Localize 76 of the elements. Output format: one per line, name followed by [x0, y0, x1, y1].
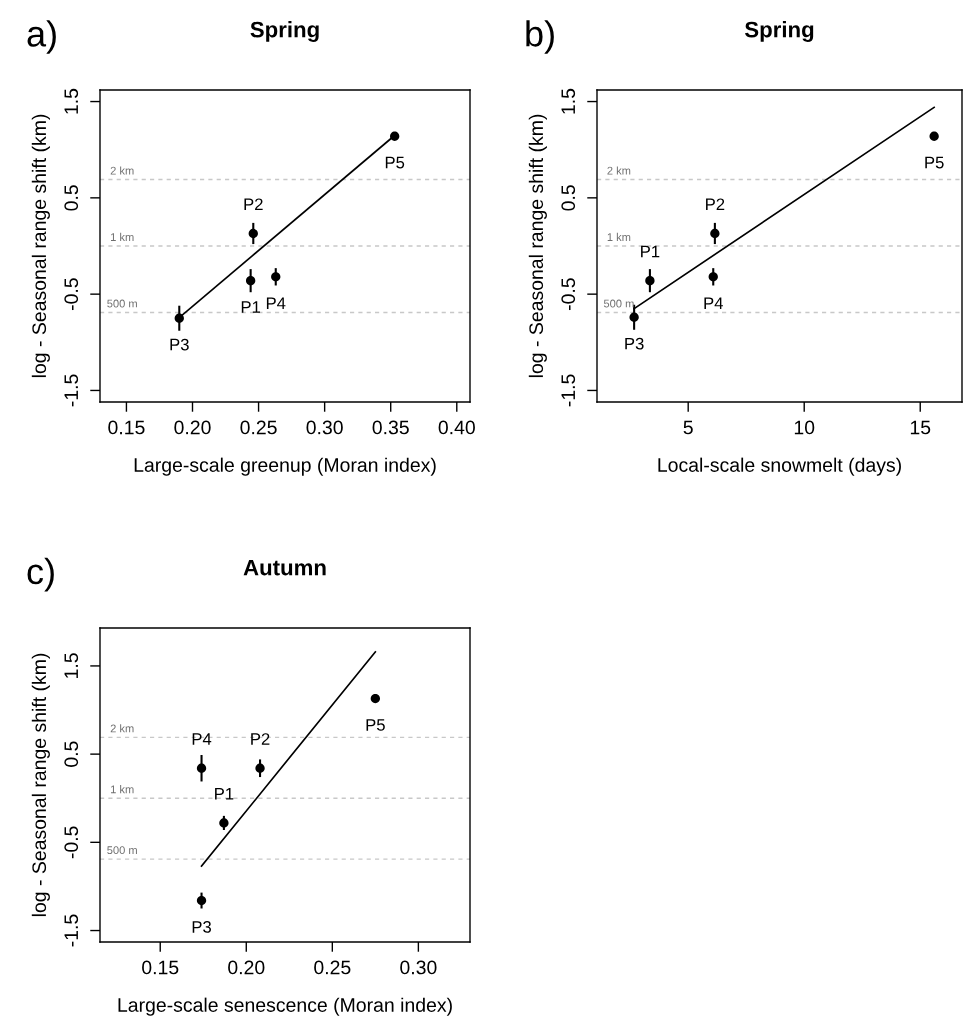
annotation: P1	[241, 301, 261, 313]
y-tick-label: -0.5	[64, 826, 79, 859]
point	[255, 763, 265, 773]
annotation: P5	[366, 719, 385, 731]
x-axis-title: Large-scale senescence (Moran index)	[118, 997, 452, 1016]
y-axis-title: log - Seasonal range shift (km)	[528, 114, 547, 378]
annotation: P1	[641, 245, 660, 258]
x-tick-label: 0.15	[108, 420, 145, 435]
point	[390, 131, 400, 141]
point	[929, 131, 939, 141]
annotation: P2	[244, 198, 263, 211]
point	[710, 228, 720, 239]
annotation: P3	[170, 338, 189, 351]
annotation: P5	[385, 156, 405, 169]
y-tick-label: -0.5	[561, 278, 576, 311]
annotation: P1	[215, 787, 234, 800]
annotation: P4	[704, 297, 723, 309]
ref-line-label: 500 m	[107, 846, 137, 855]
y-axis-title: log - Seasonal range shift (km)	[31, 114, 50, 378]
y-tick-label: 1.5	[64, 653, 79, 678]
x-axis-title: Local-scale snowmelt (days)	[658, 457, 901, 476]
x-tick-label: 0.20	[174, 420, 211, 435]
y-axis-title: log - Seasonal range shift (km)	[31, 653, 50, 917]
x-tick-label: 10	[794, 420, 815, 435]
x-tick-label: 0.15	[142, 960, 179, 975]
x-axis-title: Large-scale greenup (Moran index)	[134, 457, 436, 476]
text: a)	[27, 20, 56, 54]
ref-line-label: 500 m	[107, 299, 137, 308]
ref-line-label: 2 km	[110, 166, 134, 175]
x-tick-label: 0.30	[400, 960, 437, 975]
ref-line-label: 1 km	[607, 232, 631, 241]
ref-line-label: 500 m	[603, 299, 634, 308]
annotation: P5	[925, 156, 944, 169]
chart-title: Autumn	[243, 559, 326, 576]
y-tick-label: -1.5	[64, 374, 79, 407]
annotation: P2	[706, 198, 725, 211]
ref-line-label: 1 km	[111, 232, 134, 241]
point	[708, 272, 718, 282]
x-tick-label: 0.35	[372, 420, 409, 435]
y-tick-label: -1.5	[561, 374, 576, 407]
x-tick-label: 5	[683, 420, 693, 435]
x-tick-label: 0.25	[314, 960, 351, 975]
ref-line-label: 2 km	[110, 724, 134, 733]
point	[245, 276, 256, 286]
annotation: P2	[251, 733, 270, 745]
annotation: P4	[266, 297, 286, 309]
point	[370, 693, 381, 704]
x-tick-label: 0.25	[240, 420, 277, 435]
point	[271, 272, 281, 282]
y-tick-label: -1.5	[64, 914, 79, 947]
point	[645, 276, 655, 286]
point	[219, 818, 229, 828]
x-tick-label: 0.30	[306, 420, 343, 435]
y-tick-label: 0.5	[561, 185, 576, 211]
x-tick-label: 0.20	[228, 960, 265, 975]
text: b)	[526, 20, 554, 54]
annotation: P3	[625, 337, 644, 350]
point	[248, 228, 258, 239]
text: c)	[27, 557, 54, 592]
annotation: P4	[192, 733, 212, 745]
x-tick-label: 15	[910, 420, 931, 435]
y-tick-label: -0.5	[64, 278, 79, 311]
chart-title: Spring	[744, 21, 814, 42]
y-tick-label: 1.5	[561, 88, 576, 114]
annotation: P3	[192, 920, 211, 933]
ref-line-label: 2 km	[607, 166, 631, 175]
point	[196, 763, 207, 773]
y-tick-label: 0.5	[64, 741, 79, 767]
chart-title: Spring	[250, 21, 319, 42]
point	[196, 895, 207, 906]
y-tick-label: 1.5	[64, 88, 79, 114]
point	[174, 313, 184, 323]
x-tick-label: 0.40	[438, 420, 475, 435]
y-tick-label: 0.5	[64, 185, 79, 211]
point	[629, 312, 639, 322]
ref-line-label: 1 km	[111, 785, 134, 794]
